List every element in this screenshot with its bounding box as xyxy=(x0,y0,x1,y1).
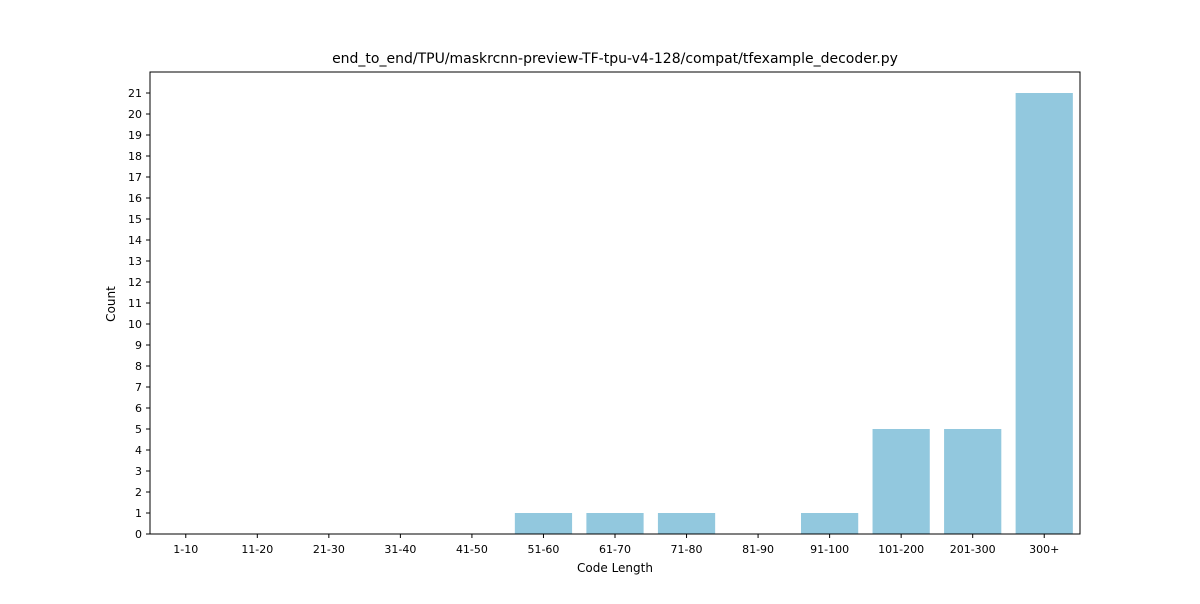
bar-71-80 xyxy=(657,513,716,534)
y-tick-label: 14 xyxy=(128,234,142,247)
y-tick-label: 12 xyxy=(128,276,142,289)
x-axis-label: Code Length xyxy=(577,561,653,575)
y-tick-label: 6 xyxy=(135,402,142,415)
x-tick-label: 91-100 xyxy=(810,543,849,556)
y-tick-label: 11 xyxy=(128,297,142,310)
y-tick-label: 5 xyxy=(135,423,142,436)
x-tick-label: 101-200 xyxy=(878,543,924,556)
y-tick-label: 16 xyxy=(128,192,142,205)
y-tick-label: 13 xyxy=(128,255,142,268)
bar-51-60 xyxy=(514,513,573,534)
bars-group xyxy=(514,93,1073,534)
y-tick-label: 3 xyxy=(135,465,142,478)
x-tick-label: 81-90 xyxy=(742,543,774,556)
y-tick-label: 7 xyxy=(135,381,142,394)
y-tick-label: 18 xyxy=(128,150,142,163)
y-tick-label: 17 xyxy=(128,171,142,184)
y-axis-label: Count xyxy=(104,286,118,322)
x-tick-label: 201-300 xyxy=(950,543,996,556)
x-tick-label: 61-70 xyxy=(599,543,631,556)
y-tick-label: 1 xyxy=(135,507,142,520)
x-tick-label: 11-20 xyxy=(241,543,273,556)
x-tick-label: 21-30 xyxy=(313,543,345,556)
bar-91-100 xyxy=(801,513,859,534)
bar-201-300 xyxy=(944,429,1002,534)
y-tick-label: 9 xyxy=(135,339,142,352)
x-tick-label: 51-60 xyxy=(527,543,559,556)
y-tick-label: 8 xyxy=(135,360,142,373)
y-tick-label: 15 xyxy=(128,213,142,226)
y-tick-label: 20 xyxy=(128,108,142,121)
x-tick-label: 41-50 xyxy=(456,543,488,556)
plot-area-frame xyxy=(149,71,1081,535)
bar-101-200 xyxy=(872,429,930,534)
x-axis-ticks: 1-10 11-20 21-30 31-40 41-50 51-60 61-70 71-80 8… xyxy=(173,534,1059,556)
bar-61-70 xyxy=(586,513,644,534)
y-tick-label: 2 xyxy=(135,486,142,499)
y-tick-label: 10 xyxy=(128,318,142,331)
x-tick-label: 71-80 xyxy=(671,543,703,556)
y-tick-label: 21 xyxy=(128,87,142,100)
x-tick-label: 300+ xyxy=(1029,543,1059,556)
y-tick-label: 0 xyxy=(135,528,142,541)
y-tick-label: 19 xyxy=(128,129,142,142)
chart-title: end_to_end/TPU/maskrcnn-preview-TF-tpu-v… xyxy=(332,51,898,67)
x-tick-label: 1-10 xyxy=(173,543,198,556)
y-tick-label: 4 xyxy=(135,444,142,457)
bar-300+ xyxy=(1015,93,1073,534)
x-tick-label: 31-40 xyxy=(384,543,416,556)
